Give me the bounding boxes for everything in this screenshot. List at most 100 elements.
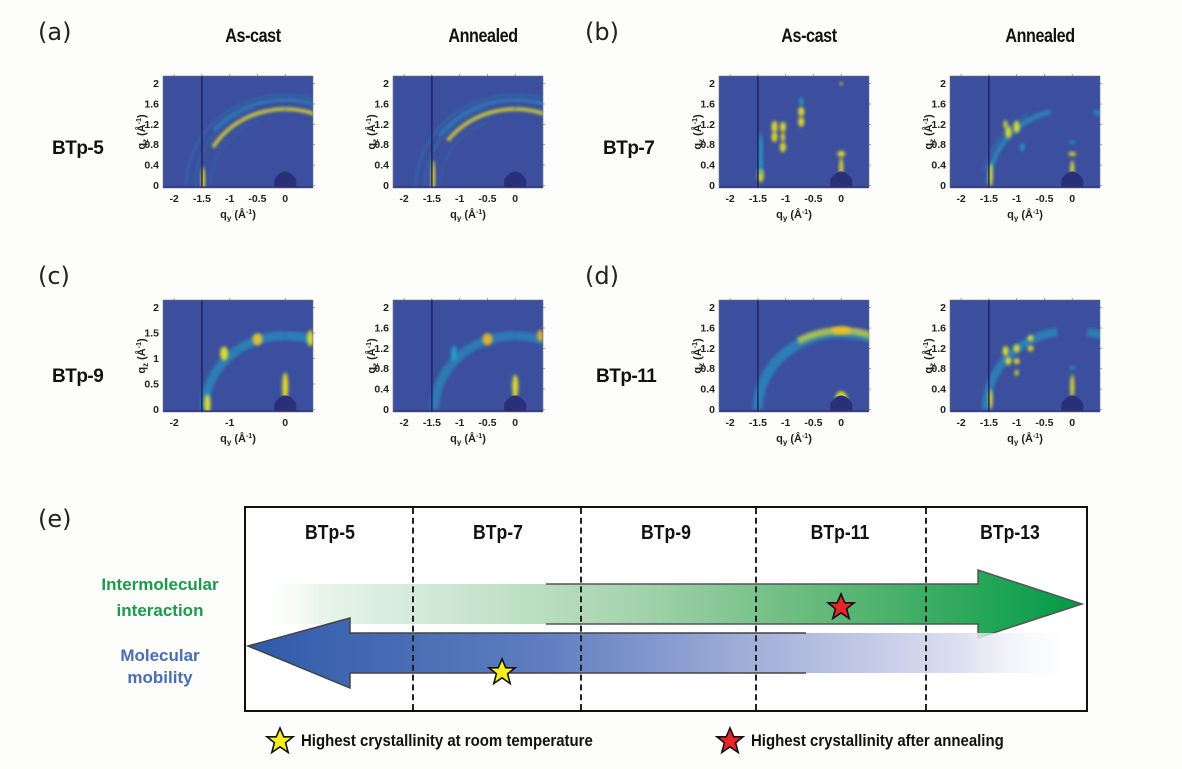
- x-tick-label: -0.5: [478, 417, 496, 429]
- diffraction-peak: [1013, 120, 1020, 133]
- beamstop-shadow: [504, 171, 527, 188]
- diffraction-peak: [837, 150, 846, 157]
- x-tick-label: -2: [399, 193, 408, 205]
- plot-svg: 0 0.4 0.8 1.2 1.6 2 -2 -1.5 -1 -0.5 0 qy (Å-1) qz (Å…: [135, 74, 315, 222]
- beamstop-shadow: [274, 395, 297, 412]
- x-axis-label: qy (Å-1): [450, 208, 486, 222]
- y-tick-label: 0.4: [374, 160, 389, 172]
- plot-area: 0 0.4 0.8 1.2 1.6 2 -2 -1.5 -1 -0.5 0 qy (Å-1) qz (Å…: [922, 74, 1102, 222]
- beamstop-shadow: [1061, 171, 1084, 188]
- scattering-ring: [285, 98, 313, 106]
- schematic-column-btp7: BTp-7: [473, 522, 523, 544]
- y-tick-label: 1.2: [374, 119, 389, 131]
- intermolecular-interaction-label: Intermolecular interaction: [85, 572, 235, 624]
- x-axis-label: qy (Å-1): [450, 432, 486, 446]
- x-axis-label: qy (Å-1): [776, 432, 812, 446]
- diffraction-peak: [537, 329, 543, 342]
- plot-svg: 0 0.4 0.8 1.2 1.6 2 -2 -1.5 -1 -0.5 0 qy (Å-1) qz (Å…: [691, 298, 871, 446]
- plot-background: [719, 300, 869, 412]
- giwaxs-plot-btp5-annealed: 0 0.4 0.8 1.2 1.6 2 -2 -1.5 -1 -0.5 0 qy (Å-1) qz (Å…: [365, 70, 545, 222]
- x-tick-label: -0.5: [1035, 417, 1053, 429]
- plot-svg: 0 0.4 0.8 1.2 1.6 2 -2 -1.5 -1 -0.5 0 qy (Å-1) qz (Å…: [922, 74, 1102, 222]
- scattering-ring: [430, 331, 516, 410]
- schematic-column-btp13: BTp-13: [980, 522, 1040, 544]
- y-tick-label: 2: [153, 302, 159, 314]
- giwaxs-plot-btp9-annealed: 0 0.4 0.8 1.2 1.6 2 -2 -1.5 -1 -0.5 0 qy (Å-1) qz (Å…: [365, 294, 545, 446]
- y-tick-label: 2: [383, 302, 389, 314]
- plot-features: [950, 300, 1100, 412]
- diffraction-peak: [779, 121, 786, 132]
- y-tick-label: 0: [940, 180, 946, 192]
- scattering-ring: [285, 107, 313, 116]
- scattering-ring: [1093, 109, 1100, 117]
- x-tick-label: -1.5: [749, 193, 767, 205]
- y-tick-label: 1.2: [700, 119, 715, 131]
- giwaxs-plot-btp5-as-cast: 0 0.4 0.8 1.2 1.6 2 -2 -1.5 -1 -0.5 0 qy (Å-1) qz (Å…: [135, 70, 315, 222]
- plot-background: [393, 300, 543, 412]
- scattering-ring: [415, 94, 516, 186]
- y-tick-label: 1.6: [144, 99, 159, 111]
- legend-yellow-star-icon: [265, 726, 295, 755]
- sample-label-btp7: BTp-7: [603, 138, 655, 159]
- red-star-icon: [826, 592, 856, 621]
- plot-features: [393, 300, 543, 412]
- diffraction-peak: [758, 132, 763, 177]
- y-tick-label: 1.6: [374, 323, 389, 335]
- x-tick-label: 0: [838, 193, 844, 205]
- scattering-ring: [185, 94, 286, 186]
- diffraction-peak: [839, 82, 843, 86]
- diffraction-peak: [1005, 126, 1012, 138]
- diffraction-peak: [204, 394, 211, 412]
- y-tick-label: 0: [709, 180, 715, 192]
- horizon-band: [950, 186, 1100, 188]
- plot-frame: [162, 75, 314, 189]
- x-tick-label: -2: [169, 417, 178, 429]
- diffraction-peak: [1070, 374, 1075, 399]
- giwaxs-plot-btp7-annealed: 0 0.4 0.8 1.2 1.6 2 -2 -1.5 -1 -0.5 0 qy (Å-1) qz (Å…: [922, 70, 1102, 222]
- plot-svg: 0 0.4 0.8 1.2 1.6 2 -2 -1.5 -1 -0.5 0 qy (Å-1) qz (Å…: [922, 298, 1102, 446]
- plot-svg: 0 0.5 1 1.5 2 -2 -1 0 qy (Å-1) qz (Å-1): [135, 298, 315, 446]
- y-axis-label: qz (Å-1): [135, 114, 150, 150]
- scattering-ring: [515, 98, 543, 106]
- y-tick-label: 0.4: [931, 384, 946, 396]
- schematic-box: BTp-5 BTp-7 BTp-9 BTp-11 BTp-13: [244, 506, 1088, 712]
- scattering-ring: [194, 107, 255, 186]
- legend-yellow-text: Highest crystallinity at room temperatur…: [301, 731, 593, 750]
- y-tick-label: 1.2: [374, 343, 389, 355]
- x-tick-label: 0: [282, 417, 288, 429]
- y-tick-label: 0.8: [931, 139, 946, 151]
- giwaxs-plot-btp11-as-cast: 0 0.4 0.8 1.2 1.6 2 -2 -1.5 -1 -0.5 0 qy (Å-1) qz (Å…: [691, 294, 871, 446]
- x-tick-label: -2: [725, 417, 734, 429]
- diffraction-peak: [779, 142, 786, 153]
- y-tick-label: 1.2: [700, 343, 715, 355]
- diffraction-peak: [1002, 345, 1009, 356]
- diffraction-peak: [1069, 140, 1076, 144]
- x-tick-label: -2: [725, 193, 734, 205]
- y-tick-label: 0: [153, 404, 159, 416]
- y-tick-label: 0: [153, 180, 159, 192]
- giwaxs-plot-btp9-as-cast: 0 0.5 1 1.5 2 -2 -1 0 qy (Å-1) qz (Å-1): [135, 294, 315, 446]
- horizon-band: [719, 186, 869, 188]
- scattering-ring: [209, 120, 260, 186]
- panel-letter-a: (a): [38, 18, 72, 46]
- divider-3: [755, 508, 757, 710]
- scattering-ring: [438, 98, 516, 137]
- diffraction-peak: [1003, 120, 1008, 129]
- horizon-band: [163, 410, 313, 412]
- y-tick-label: 0.8: [144, 139, 159, 151]
- x-tick-label: -1: [1012, 193, 1021, 205]
- x-tick-label: 0: [282, 193, 288, 205]
- diffraction-peak: [252, 333, 263, 346]
- x-tick-label: -1.5: [980, 193, 998, 205]
- giwaxs-plot-btp7-as-cast: 0 0.4 0.8 1.2 1.6 2 -2 -1.5 -1 -0.5 0 qy (Å-1) qz (Å…: [691, 70, 871, 222]
- divider-4: [925, 508, 927, 710]
- column-title-annealed-b: Annealed: [1005, 26, 1075, 47]
- molecular-mobility-label: Molecular mobility: [85, 645, 235, 689]
- beamstop-shadow: [504, 395, 527, 412]
- plot-frame: [392, 75, 544, 189]
- sample-label-btp5: BTp-5: [52, 138, 104, 159]
- x-tick-label: -1.5: [423, 193, 441, 205]
- diffraction-peak: [1027, 335, 1034, 342]
- plot-frame: [718, 299, 870, 413]
- diffraction-peak: [451, 345, 458, 362]
